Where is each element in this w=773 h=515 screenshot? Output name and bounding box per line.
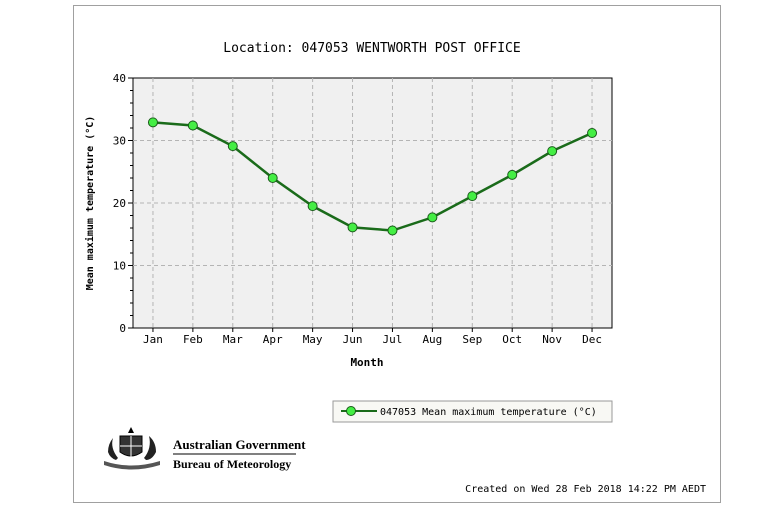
data-point	[587, 128, 598, 138]
data-point	[187, 120, 198, 131]
x-axis-ticks: Jan Feb Mar Apr May Jun Jul Aug Sep Oct Nov Dec	[143, 328, 602, 346]
x-tick-label: Jun	[343, 333, 363, 346]
y-tick-label: 0	[119, 322, 126, 335]
x-tick-label: Aug	[422, 333, 442, 346]
series-group	[147, 117, 598, 236]
y-axis-label: Mean maximum temperature (°C)	[84, 116, 96, 291]
data-point	[347, 222, 358, 233]
legend-box	[332, 400, 613, 423]
chart-title: Location: 047053 WENTWORTH POST OFFICE	[223, 41, 520, 56]
y-tick-label: 10	[113, 260, 126, 273]
x-tick-label: Nov	[542, 333, 562, 346]
data-point	[427, 212, 438, 223]
x-tick-label: Jan	[143, 333, 163, 346]
x-axis-label: Month	[350, 356, 383, 369]
data-point	[547, 146, 558, 157]
legend: 047053 Mean maximum temperature (°C)	[332, 400, 613, 423]
x-tick-label: Sep	[462, 333, 482, 346]
y-tick-label: 20	[113, 197, 126, 210]
data-point	[147, 117, 158, 128]
y-axis-ticks: 0 10 20 30 40	[113, 72, 133, 335]
bom-logo: Australian Government Bureau of Meteorol…	[104, 427, 306, 471]
x-tick-label: Dec	[582, 333, 602, 346]
x-tick-label: Apr	[263, 333, 283, 346]
data-point	[507, 169, 518, 180]
y-tick-label: 40	[113, 72, 126, 85]
x-tick-label: Jul	[383, 333, 403, 346]
data-point	[227, 141, 238, 152]
data-point	[267, 173, 278, 183]
gridlines	[133, 78, 612, 328]
data-point	[467, 191, 478, 202]
x-tick-label: Oct	[502, 333, 522, 346]
data-point	[387, 225, 398, 236]
series-line	[152, 121, 593, 232]
logo-line2: Bureau of Meteorology	[173, 457, 291, 471]
x-tick-label: May	[303, 333, 323, 346]
logo-line1: Australian Government	[173, 437, 306, 452]
legend-label: 047053 Mean maximum temperature (°C)	[380, 407, 597, 418]
created-timestamp: Created on Wed 28 Feb 2018 14:22 PM AEDT	[465, 484, 706, 495]
y-tick-label: 30	[113, 135, 126, 148]
data-point	[307, 201, 318, 212]
coat-of-arms-icon	[104, 427, 160, 470]
x-tick-label: Mar	[223, 333, 243, 346]
x-tick-label: Feb	[183, 333, 203, 346]
legend-marker	[346, 406, 356, 416]
